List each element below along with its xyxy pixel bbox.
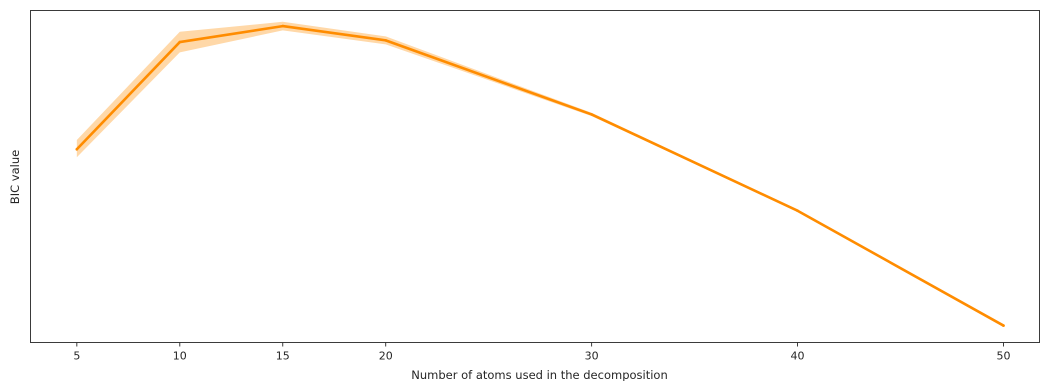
confidence-bands [76,21,1004,326]
data-point [281,24,285,28]
data-point [590,113,593,116]
x-axis-ticks: 5 10 15 20 30 40 50 [73,342,1010,363]
y-axis-label: BIC value [8,150,22,204]
data-point [384,39,388,42]
x-tick-label: 15 [276,350,290,363]
x-tick-label: 10 [173,350,187,363]
x-axis-label: Number of atoms used in the decompositio… [411,368,668,381]
series-line [75,24,1005,327]
x-tick-label: 5 [73,350,80,363]
x-tick-label: 30 [585,350,599,363]
confidence-band [76,21,1004,326]
plot-area-frame [30,10,1040,343]
data-point [1002,324,1005,327]
data-point [75,147,79,151]
series-lines [75,24,1005,327]
x-tick-label: 20 [379,350,393,363]
data-point [796,209,799,212]
x-tick-label: 50 [996,350,1010,363]
x-tick-label: 40 [791,350,805,363]
data-point [178,40,182,44]
